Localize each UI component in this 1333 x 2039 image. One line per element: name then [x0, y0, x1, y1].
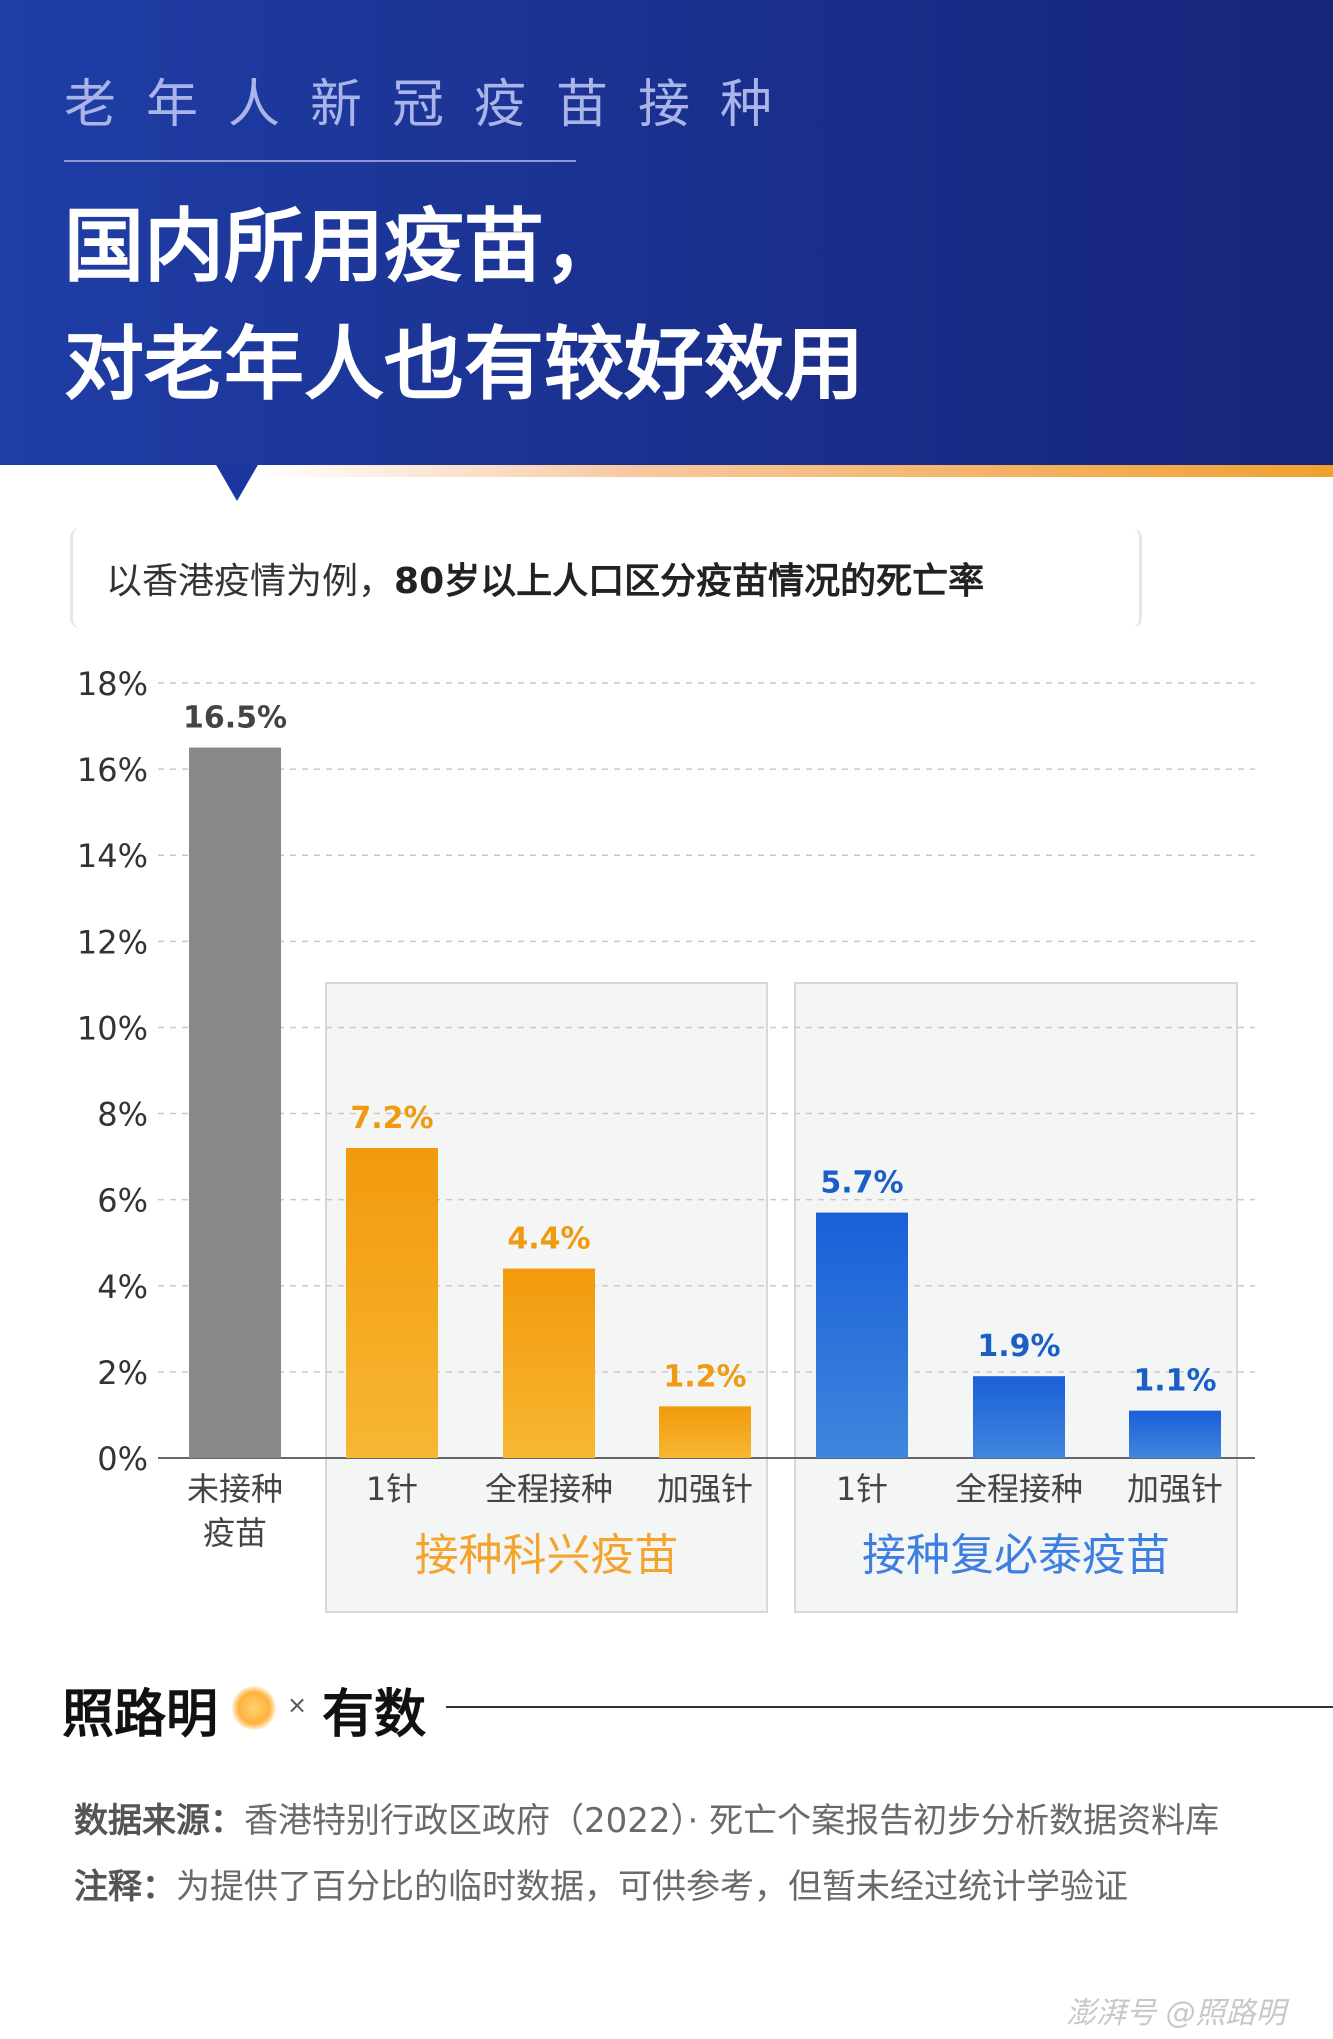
x-tick-label: 疫苗: [203, 1514, 267, 1552]
y-tick-label: 14%: [77, 837, 148, 875]
y-tick-label: 6%: [97, 1182, 148, 1220]
x-tick-label: 未接种: [187, 1470, 283, 1508]
source-label: 数据来源：: [74, 1801, 244, 1841]
kicker-divider: [64, 160, 576, 162]
sun-icon: [232, 1686, 276, 1730]
y-tick-label: 0%: [97, 1440, 148, 1478]
x-tick-label: 1针: [366, 1470, 418, 1508]
bar: [973, 1376, 1065, 1458]
bar-value-label: 1.1%: [1133, 1364, 1216, 1399]
x-tick-label: 加强针: [657, 1470, 753, 1508]
source-line: 数据来源：香港特别行政区政府（2022）· 死亡个案报告初步分析数据资料库: [74, 1788, 1274, 1854]
brand-logo-zhaoluming: 照路明: [62, 1684, 219, 1745]
group-label-kexing: 接种科兴疫苗: [415, 1530, 679, 1581]
header-banner: [0, 0, 1333, 465]
bar: [503, 1268, 595, 1458]
header-pointer: [215, 463, 259, 501]
watermark-text: 澎湃号 @照路明: [1066, 1996, 1286, 2031]
page-title: 国内所用疫苗， 对老年人也有较好效用: [64, 188, 864, 424]
x-tick-label: 加强针: [1127, 1470, 1223, 1508]
title-line-1: 国内所用疫苗，: [64, 200, 624, 293]
subtitle-frame: [70, 528, 1142, 628]
bar: [816, 1212, 908, 1458]
brand-separator: ×: [287, 1691, 308, 1719]
bar: [346, 1148, 438, 1458]
y-tick-label: 2%: [97, 1354, 148, 1392]
x-tick-label: 1针: [836, 1470, 888, 1508]
note-text: 为提供了百分比的临时数据，可供参考，但暂未经过统计学验证: [176, 1867, 1128, 1907]
source-text: 香港特别行政区政府（2022）· 死亡个案报告初步分析数据资料库: [244, 1801, 1220, 1841]
y-tick-label: 10%: [77, 1009, 148, 1047]
group-label-fubitai: 接种复必泰疫苗: [862, 1530, 1170, 1581]
bar-value-label: 1.9%: [977, 1329, 1060, 1364]
note-line: 注释：为提供了百分比的临时数据，可供参考，但暂未经过统计学验证: [74, 1854, 1274, 1920]
x-tick-label: 全程接种: [485, 1470, 613, 1508]
subtitle-prefix: 以香港疫情为例，: [106, 561, 395, 602]
y-tick-label: 12%: [77, 923, 148, 961]
y-tick-label: 18%: [77, 665, 148, 703]
header-accent-stripe: [260, 465, 1333, 477]
brand-logo-youshu: 有数: [322, 1684, 427, 1745]
note-label: 注释：: [74, 1867, 176, 1907]
y-tick-label: 8%: [97, 1096, 148, 1134]
subtitle-bold: 80岁以上人口区分疫苗情况的死亡率: [394, 561, 985, 602]
bar-value-label: 16.5%: [183, 701, 287, 736]
title-line-2: 对老年人也有较好效用: [64, 318, 864, 411]
bar-value-label: 1.2%: [663, 1359, 746, 1394]
bar: [659, 1406, 751, 1458]
chart-subtitle: 以香港疫情为例，80岁以上人口区分疫苗情况的死亡率: [106, 552, 984, 604]
bar-value-label: 5.7%: [820, 1166, 903, 1201]
x-tick-label: 全程接种: [955, 1470, 1083, 1508]
bar: [1129, 1410, 1221, 1458]
bar: [189, 747, 281, 1458]
bar-value-label: 7.2%: [350, 1101, 433, 1136]
y-tick-label: 4%: [97, 1268, 148, 1306]
kicker-text: 老年人新冠疫苗接种: [64, 75, 803, 135]
footer-divider: [446, 1706, 1333, 1708]
y-tick-label: 16%: [77, 751, 148, 789]
bar-value-label: 4.4%: [507, 1222, 590, 1257]
footer-notes: 数据来源：香港特别行政区政府（2022）· 死亡个案报告初步分析数据资料库 注释…: [74, 1788, 1274, 1920]
